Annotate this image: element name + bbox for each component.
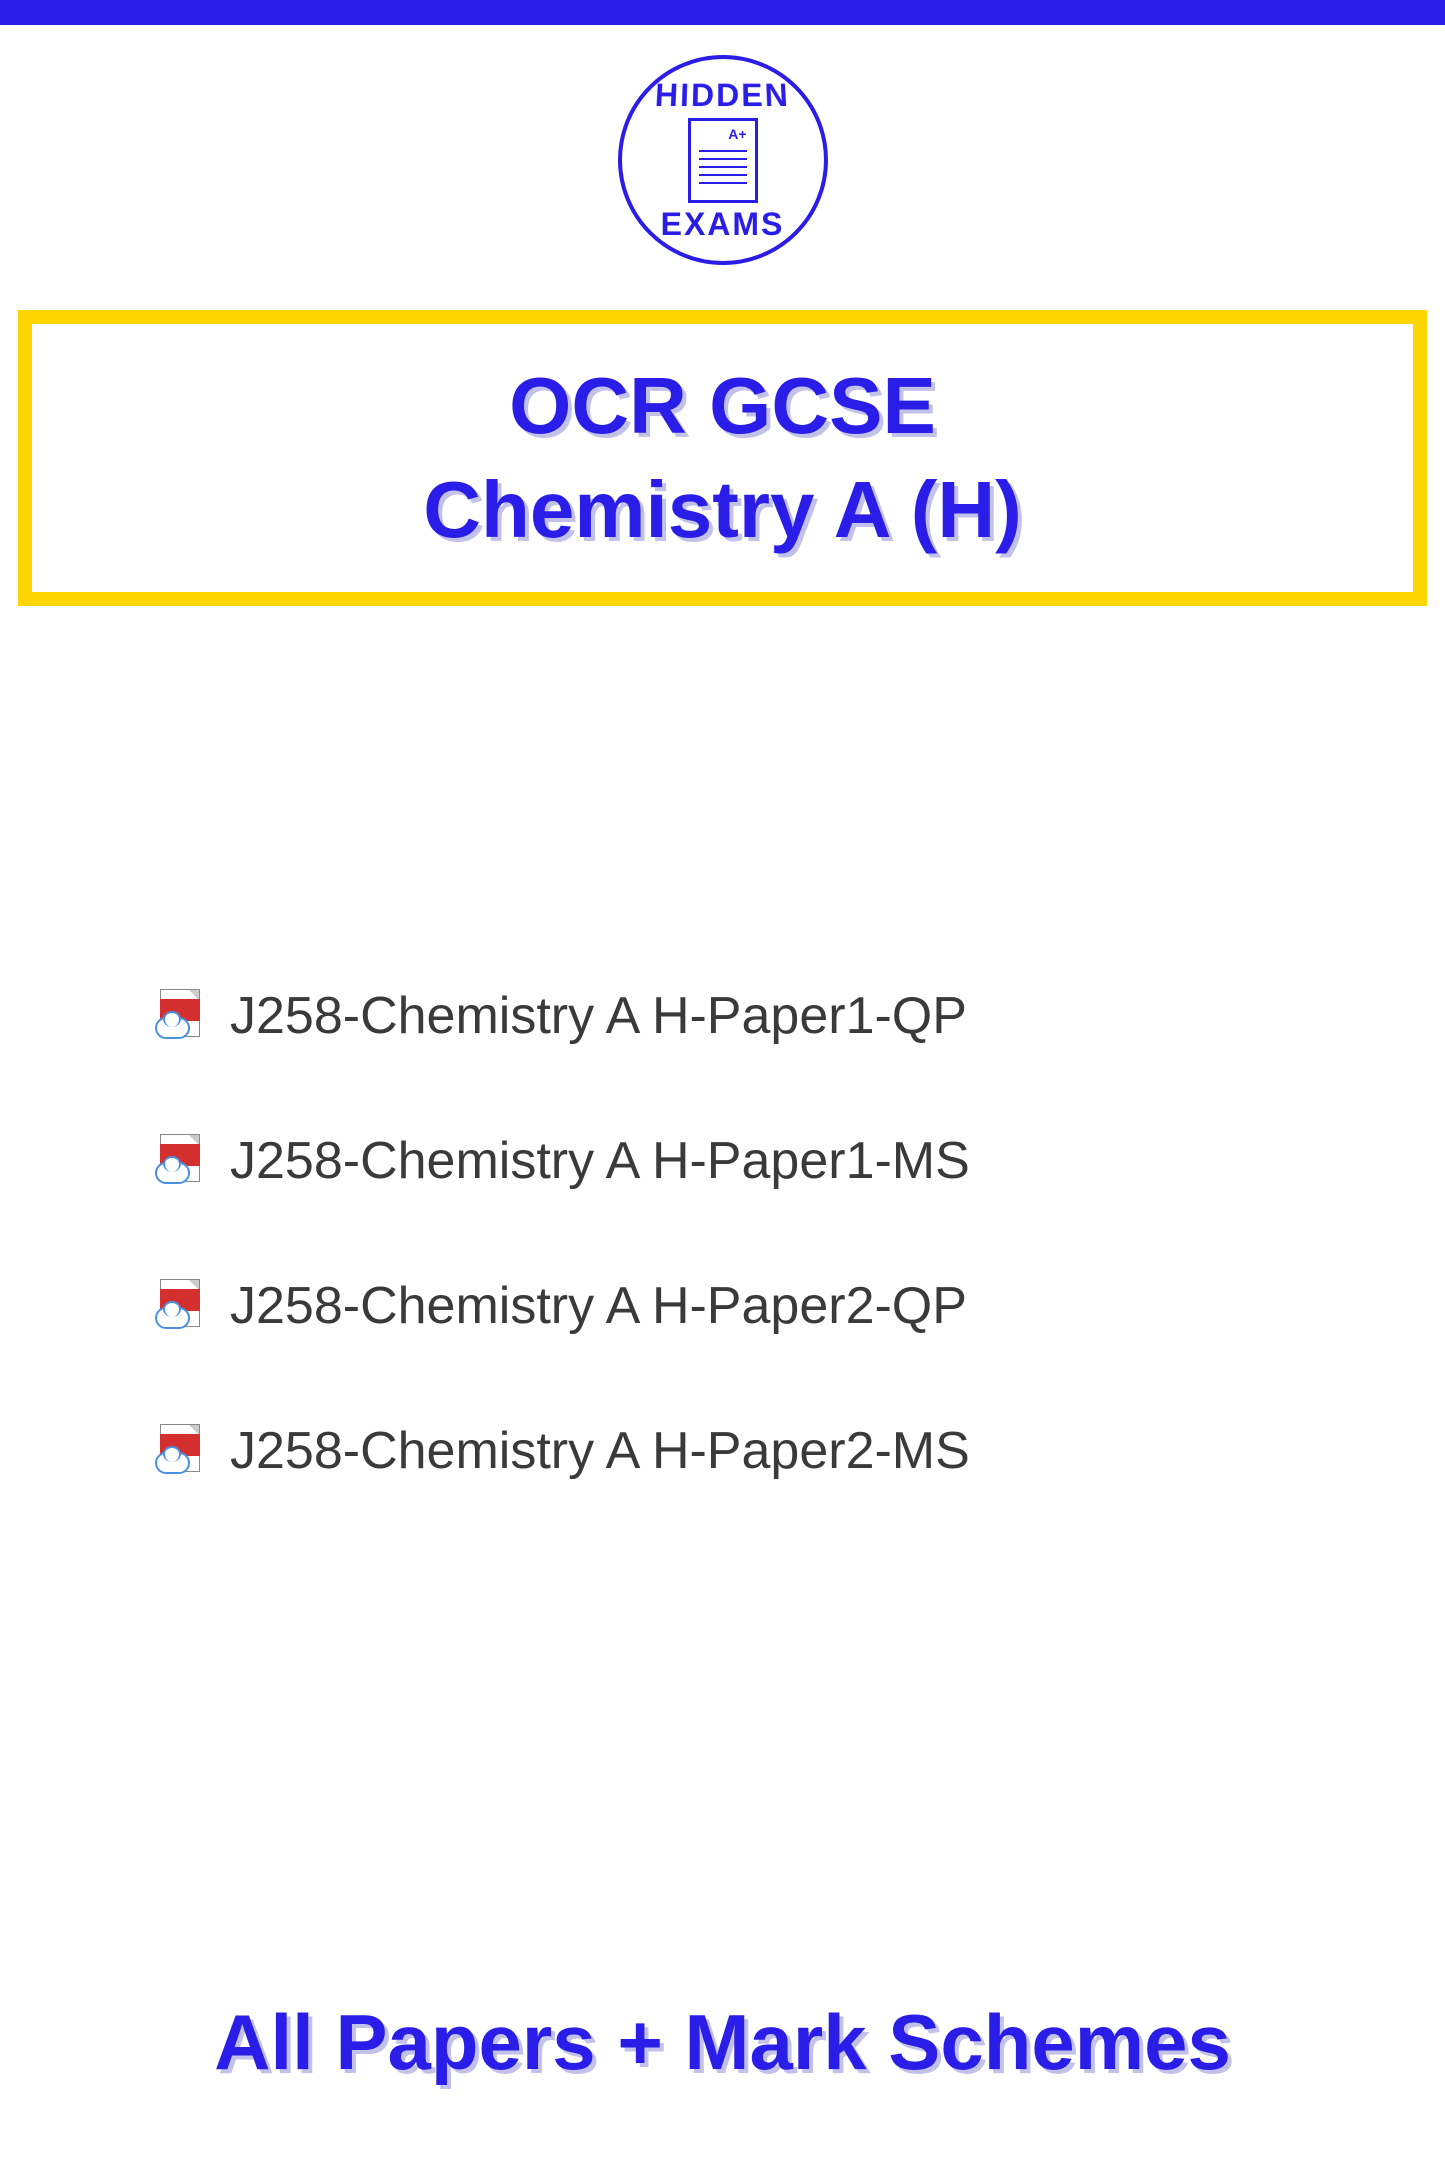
title-line-1: OCR GCSE bbox=[52, 354, 1393, 458]
logo-section: HIDDEN EXAMS bbox=[0, 25, 1445, 295]
file-name: J258-Chemistry A H-Paper1-QP bbox=[230, 986, 967, 1046]
pdf-cloud-icon bbox=[155, 989, 205, 1044]
file-name: J258-Chemistry A H-Paper1-MS bbox=[230, 1131, 970, 1191]
pdf-cloud-icon bbox=[155, 1279, 205, 1334]
top-bar bbox=[0, 0, 1445, 25]
logo-text-bottom: EXAMS bbox=[661, 206, 785, 243]
file-item[interactable]: J258-Chemistry A H-Paper1-MS bbox=[155, 1131, 1445, 1191]
logo: HIDDEN EXAMS bbox=[618, 55, 828, 265]
file-name: J258-Chemistry A H-Paper2-MS bbox=[230, 1421, 970, 1481]
file-list: J258-Chemistry A H-Paper1-QP J258-Chemis… bbox=[0, 986, 1445, 1481]
pdf-cloud-icon bbox=[155, 1424, 205, 1479]
file-item[interactable]: J258-Chemistry A H-Paper2-QP bbox=[155, 1276, 1445, 1336]
file-name: J258-Chemistry A H-Paper2-QP bbox=[230, 1276, 967, 1336]
file-item[interactable]: J258-Chemistry A H-Paper1-QP bbox=[155, 986, 1445, 1046]
title-line-2: Chemistry A (H) bbox=[52, 458, 1393, 562]
logo-text-top: HIDDEN bbox=[654, 77, 791, 114]
footer-text: All Papers + Mark Schemes bbox=[0, 1997, 1445, 2088]
pdf-cloud-icon bbox=[155, 1134, 205, 1189]
file-item[interactable]: J258-Chemistry A H-Paper2-MS bbox=[155, 1421, 1445, 1481]
title-box: OCR GCSE Chemistry A (H) bbox=[18, 310, 1427, 606]
logo-paper-icon bbox=[688, 118, 758, 203]
